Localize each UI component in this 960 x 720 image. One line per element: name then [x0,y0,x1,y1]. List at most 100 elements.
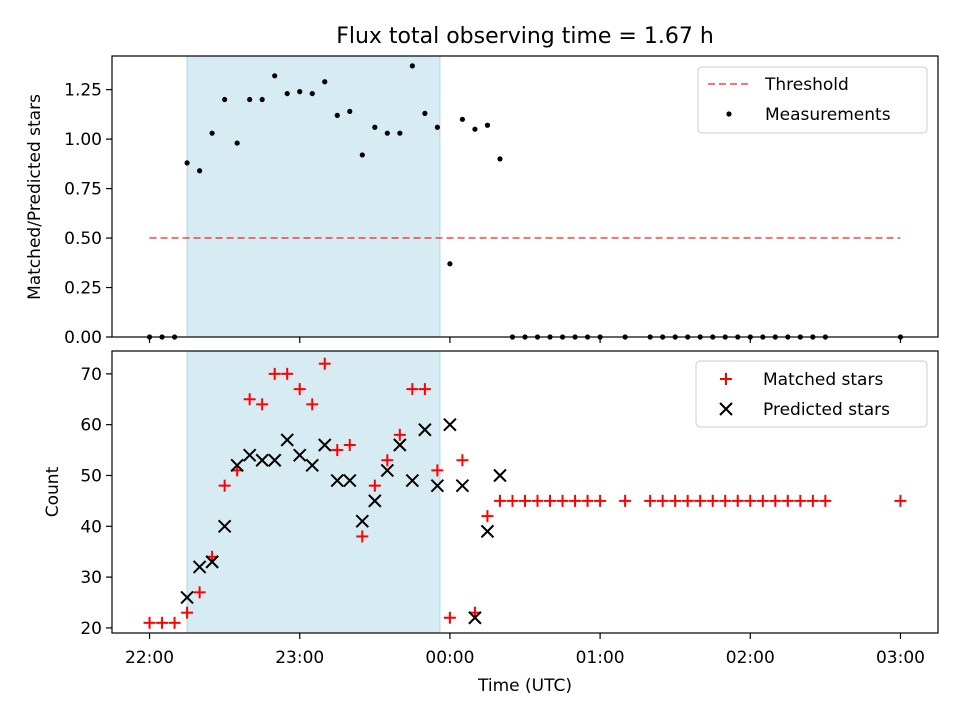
predicted-star-point [180,590,194,605]
bottom-axes-frame [111,350,939,634]
measurement-point [334,112,340,118]
matched-star-point [806,494,819,507]
matched-star-point [456,454,469,467]
legend-measurements-label: Measurements [765,105,891,125]
measurement-point [497,156,503,162]
matched-star-point [143,616,156,629]
matched-star-point [744,494,757,507]
matched-star-point [756,494,769,507]
predicted-star-point [355,514,370,528]
matched-star-point [581,494,594,507]
predicted-star-point [343,473,357,488]
legend-threshold-label: Threshold [764,75,849,95]
measurement-point [384,130,390,136]
matched-star-point [656,494,669,507]
bottom-y-tick-label: 20 [80,619,102,639]
matched-star-point [619,494,632,507]
matched-star-point [431,464,444,477]
matched-star-point [256,398,269,411]
matched-star-point [694,494,707,507]
predicted-star-point [430,478,445,493]
x-tick-label: 00:00 [425,648,474,668]
x-tick-label: 23:00 [275,648,324,668]
bottom-legend-box [695,360,928,428]
x-tick-label: 01:00 [576,648,625,668]
x-tick-label: 03:00 [876,648,925,668]
top-y-axis-label: Matched/Predicted stars [25,94,45,300]
matched-star-point [181,606,194,619]
measurement-point [484,122,491,128]
predicted-star-point [380,463,395,478]
predicted-star-point [305,458,319,473]
matched-star-point [669,494,682,507]
predicted-star-point [192,560,207,574]
measurement-point [472,126,478,132]
measurement-point [309,90,315,97]
matched-star-point [506,494,519,507]
top-legend-box [697,66,928,134]
matched-star-point [769,494,782,507]
matched-star-point [819,494,832,507]
measurement-point [297,89,303,95]
top-shaded-span [186,55,441,338]
x-tick-label: 02:00 [726,648,775,668]
predicted-star-point [217,519,232,534]
bottom-y-axis-label: Count [43,466,63,517]
measurement-point [197,168,203,174]
matched-star-point [706,494,719,507]
legend-measurements-swatch [726,111,732,117]
top-y-tick-label: 0.00 [64,328,102,348]
top-y-tick-label: 0.75 [64,180,102,200]
matched-star-point [681,494,694,507]
measurement-point [259,96,265,103]
predicted-star-point [255,453,269,467]
matched-star-point [519,494,531,507]
matched-star-point [406,383,419,396]
matched-star-point [481,510,494,523]
matched-star-point [381,454,394,467]
matched-star-point [193,586,206,599]
measurement-point [347,108,353,115]
legend-predicted-swatch [719,402,733,416]
bottom-shaded-span [186,350,441,634]
predicted-star-point [267,453,282,467]
matched-star-point [719,494,732,507]
predicted-star-point [418,423,432,437]
matched-star-point [318,357,331,370]
matched-star-point [156,616,169,629]
predicted-star-point [493,468,507,483]
measurement-point [434,124,440,130]
predicted-star-point [405,473,420,488]
measurement-point [359,152,365,158]
measurement-point [272,73,278,79]
matched-star-point [443,611,456,624]
predicted-star-point [230,458,244,473]
bottom-y-tick-label: 50 [80,466,102,486]
chart-title: Flux total observing time = 1.67 h [336,24,714,49]
matched-star-point [556,494,569,507]
legend-matched-swatch [720,373,732,385]
measurement-point [184,160,190,166]
matched-star-point [493,494,506,507]
matched-star-point [218,479,231,492]
top-panel: 0.00 0.25 0.50 0.75 1.00 1.25 Matched/Predict… [25,55,939,348]
matched-star-point [393,428,406,441]
matched-star-point [281,367,294,380]
predicted-star-point [280,433,294,447]
measurement-point [222,96,228,103]
matched-star-point [306,398,319,411]
matched-star-point [268,367,281,380]
legend-predicted-label: Predicted stars [763,400,890,420]
matched-star-point [331,444,344,457]
bottom-y-tick-label: 30 [80,568,102,588]
bottom-panel: 20 30 40 50 60 70 22:00 23:00 00:00 01:00 02:00 03… [43,350,939,696]
matched-star-point [794,494,807,507]
predicted-star-point [293,448,307,462]
predicted-star-point [330,473,344,488]
measurement-point [397,130,403,136]
matched-star-point [894,494,907,507]
predicted-star-point [242,448,257,462]
top-y-tick-label: 0.50 [64,229,102,249]
bottom-legend: Matched stars Predicted stars [695,360,928,428]
matched-star-point [368,479,381,492]
